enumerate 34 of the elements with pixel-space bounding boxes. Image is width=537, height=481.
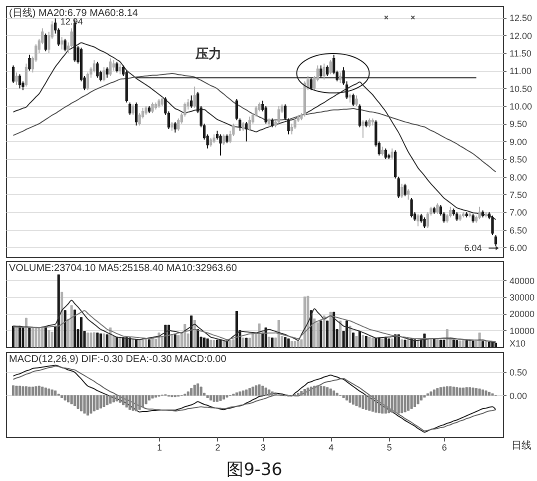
y-tick-label: 11.50 bbox=[510, 48, 532, 59]
y-tick-label: 0.50 bbox=[510, 367, 528, 378]
y-tick-label: 9.50 bbox=[510, 119, 528, 130]
y-tick-label: 8.00 bbox=[510, 172, 528, 182]
y-tick-label: 20000 bbox=[510, 309, 535, 320]
y-tick-label: 30000 bbox=[510, 292, 535, 303]
y-tick-label: 8.50 bbox=[510, 154, 528, 165]
y-tick-label: 7.50 bbox=[510, 190, 528, 200]
y-tick-label: 11.00 bbox=[510, 66, 532, 76]
y-tick-label: 10.50 bbox=[510, 84, 532, 94]
x-tick-label: 3 bbox=[260, 442, 266, 452]
y-tick-label: 12.00 bbox=[510, 30, 532, 41]
x-tick-label: 4 bbox=[328, 442, 334, 452]
chart-title: (日线) MA20:6.79 MA60:8.14 bbox=[9, 7, 138, 19]
y-axis-title: X10 bbox=[509, 338, 526, 348]
caption: 图9-36 bbox=[226, 460, 282, 480]
y-tick-label: 40000 bbox=[510, 276, 535, 286]
y-tick-label: 7.00 bbox=[510, 208, 528, 218]
chart-title: VOLUME:23704.10 MA5:25158.40 MA10:32963.60 bbox=[9, 263, 238, 274]
x-axis-title: 日线 bbox=[512, 440, 532, 452]
annotation: 压力 bbox=[194, 46, 222, 62]
y-tick-label: 6.00 bbox=[510, 242, 528, 253]
x-tick-label: 1 bbox=[156, 442, 162, 452]
annotation: 6.04 bbox=[464, 243, 482, 254]
chart-title: MACD(12,26,9) DIF:-0.30 DEA:-0.30 MACD:0.00 bbox=[9, 354, 227, 365]
y-tick-label: 9.00 bbox=[510, 136, 528, 147]
y-tick-label: 10000 bbox=[510, 326, 535, 336]
x-tick-label: 6 bbox=[442, 442, 447, 452]
y-tick-label: 6.50 bbox=[510, 225, 528, 236]
y-tick-label: 0.00 bbox=[510, 390, 528, 401]
y-tick-label: 12.50 bbox=[510, 13, 532, 24]
x-tick-label: 2 bbox=[215, 442, 220, 452]
x-tick-label: 5 bbox=[386, 442, 392, 452]
y-tick-label: 10.00 bbox=[510, 102, 532, 112]
